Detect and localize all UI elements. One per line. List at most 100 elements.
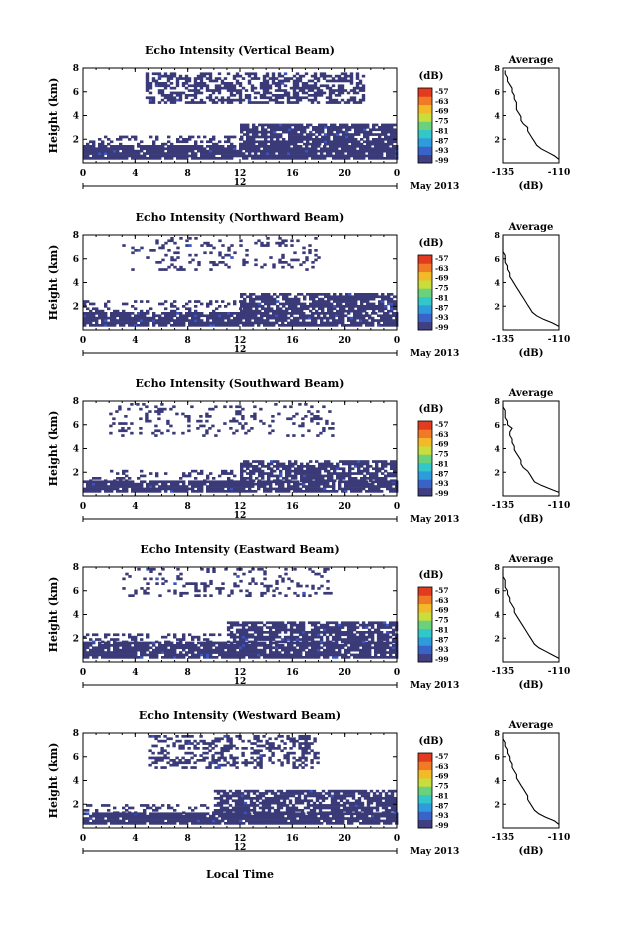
heatmap-cell [242,483,245,486]
heatmap-cell [203,642,206,645]
heatmap-cell [285,310,288,313]
heatmap-cell [375,305,378,308]
heatmap-cell [387,126,390,129]
heatmap-cell [267,463,270,466]
heatmap-cell [113,488,116,491]
heatmap-cell [357,467,360,470]
heatmap-cell [239,633,242,636]
heatmap-cell [221,314,224,317]
heatmap-cell [332,322,335,325]
heatmap-cell [158,646,161,649]
heatmap-cell [359,638,362,641]
heatmap-cell [176,152,179,155]
heatmap-cell [312,475,315,478]
heatmap-cell [86,490,89,493]
heatmap-cell [149,646,152,649]
colorbar-segment [418,288,432,297]
heatmap-cell [236,99,239,102]
heatmap-cell [276,463,279,466]
heatmap-cell [206,324,209,327]
heatmap-cell [333,140,336,143]
heatmap-cell [209,99,212,102]
heatmap-cell [224,490,227,493]
heatmap-cell [321,131,324,134]
heatmap-cell [384,298,387,301]
heatmap-cell [188,644,191,647]
heatmap-cell [290,624,293,627]
heatmap-cell [386,624,389,627]
heatmap-cell [258,479,261,482]
heatmap-cell [218,322,221,325]
heatmap-cell [173,145,176,148]
heatmap-cell [333,479,336,482]
heatmap-cell [221,472,224,475]
heatmap-cell [194,324,197,327]
heatmap-cell [212,642,215,645]
heatmap-cell [315,467,318,470]
heatmap-cell [122,485,125,488]
heatmap-cell [251,317,254,320]
heatmap-cell [311,322,314,325]
heatmap-cell [281,488,284,491]
heatmap-cell [182,84,185,87]
heatmap-cell [241,417,244,420]
heatmap-cell [263,75,266,78]
heatmap-cell [365,644,368,647]
heatmap-cell [131,649,134,652]
heatmap-cell [176,654,179,657]
heatmap-cell [221,150,224,153]
heatmap-cell [167,94,170,97]
heatmap-cell [327,298,330,301]
heatmap-cell [191,649,194,652]
heatmap-cell [233,483,236,486]
heatmap-cell [291,140,294,143]
heatmap-cell [218,239,221,242]
heatmap-cell [119,147,122,150]
heatmap-cell [101,488,104,491]
heatmap-cell [281,485,284,488]
heatmap-cell [393,131,396,134]
heatmap-cell [239,488,242,491]
heatmap-cell [179,99,182,102]
heatmap-cell [275,101,278,104]
heatmap-cell [324,465,327,468]
heatmap-cell [344,101,347,104]
heatmap-cell [239,155,242,158]
heatmap-cell [194,654,197,657]
average-title: Average [508,222,554,233]
heatmap-cell [354,460,357,463]
heatmap-cell [359,99,362,102]
heatmap-cell [330,126,333,129]
heatmap-cell [344,80,347,83]
heatmap-cell [273,298,276,301]
heatmap-cell [259,408,262,411]
heatmap-cell [146,654,149,657]
heatmap-cell [297,124,300,127]
heatmap-cell [158,77,161,80]
heatmap-cell [389,147,392,150]
heatmap-cell [110,485,113,488]
heatmap-cell [338,644,341,647]
heatmap-cell [173,644,176,647]
heatmap-cell [251,483,254,486]
heatmap-cell [351,136,354,139]
heatmap-cell [269,490,272,493]
heatmap-cell [393,300,396,303]
heatmap-cell [284,94,287,97]
heatmap-cell [381,305,384,308]
heatmap-cell [329,649,332,652]
heatmap-cell [242,636,245,639]
heatmap-cell [323,75,326,78]
heatmap-cell [255,298,258,301]
heatmap-cell [119,651,122,654]
heatmap-cell [347,641,350,644]
heatmap-cell [188,147,191,150]
heatmap-cell [200,92,203,95]
heatmap-cell [95,150,98,153]
heatmap-cell [287,92,290,95]
heatmap-cell [167,317,170,320]
heatmap-cell [284,317,287,320]
heatmap-cell [329,651,332,654]
heatmap-cell [244,432,247,435]
heatmap-cell [302,75,305,78]
